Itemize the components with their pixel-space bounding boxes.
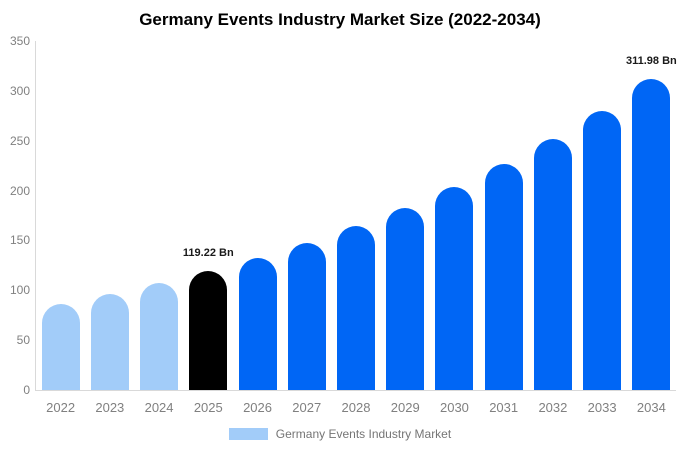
x-axis-tick-label: 2026 — [243, 400, 272, 415]
bar-2032[interactable] — [533, 138, 572, 390]
bar-2022[interactable] — [41, 303, 80, 390]
bar-2028[interactable] — [337, 226, 375, 390]
bar-2026[interactable] — [238, 257, 277, 390]
x-axis-line — [35, 390, 676, 391]
bar-2033[interactable] — [583, 110, 622, 390]
x-axis-tick-label: 2034 — [636, 400, 666, 415]
x-axis-tick-label: 2028 — [341, 400, 371, 415]
y-axis-tick-label: 100 — [9, 283, 30, 298]
y-axis-tick-label: 50 — [16, 333, 30, 348]
y-axis-tick-label: 300 — [9, 83, 30, 98]
x-axis-tick-label: 2022 — [46, 400, 76, 415]
y-axis-tick-label: 200 — [9, 183, 30, 198]
x-axis-tick-label: 2025 — [193, 400, 223, 415]
bar-2024[interactable] — [140, 283, 179, 390]
bar-2034[interactable] — [632, 78, 671, 390]
bar-2027[interactable] — [287, 242, 326, 390]
chart-title: Germany Events Industry Market Size (202… — [139, 10, 541, 29]
y-axis-tick-label: 250 — [9, 133, 30, 148]
x-axis-tick-label: 2031 — [489, 400, 519, 415]
legend-swatch[interactable] — [228, 428, 268, 440]
bar-2030[interactable] — [435, 187, 474, 390]
bar-2029[interactable] — [386, 207, 425, 390]
legend-label[interactable]: Germany Events Industry Market — [275, 427, 452, 441]
x-axis-tick-label: 2023 — [95, 400, 125, 415]
bar-2031[interactable] — [484, 164, 523, 390]
bar-2025[interactable] — [189, 271, 228, 390]
bar-2023[interactable] — [90, 293, 129, 390]
y-axis-tick-label: 0 — [23, 383, 30, 397]
legend[interactable]: Germany Events Industry Market — [0, 427, 680, 441]
y-axis-line — [35, 41, 36, 390]
y-axis-tick-label: 150 — [9, 233, 30, 248]
x-axis-tick-label: 2033 — [587, 400, 617, 415]
x-axis-tick-label: 2029 — [390, 400, 420, 415]
x-axis-tick-label: 2030 — [439, 400, 469, 415]
x-axis-tick-label: 2024 — [144, 400, 174, 415]
data-label-2034: 311.98 Bn — [625, 54, 677, 67]
y-axis-tick-label: 350 — [9, 34, 30, 48]
x-axis-tick-label: 2032 — [538, 400, 568, 415]
data-label-2025: 119.22 Bn — [182, 247, 234, 260]
x-axis-tick-label: 2027 — [292, 400, 322, 415]
